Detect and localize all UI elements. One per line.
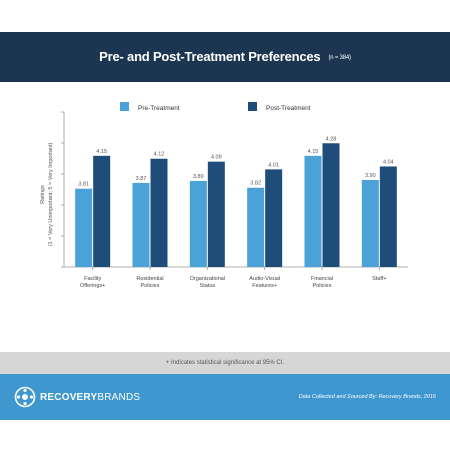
legend-label-0: Pre-Treatment bbox=[138, 105, 180, 112]
bar-post bbox=[379, 166, 397, 267]
data-label: 4.01 bbox=[268, 162, 279, 168]
logo-mark-icon bbox=[14, 386, 36, 408]
x-tick-label: Staff+ bbox=[372, 276, 386, 282]
bar-pre bbox=[75, 188, 93, 267]
bar-pre bbox=[304, 155, 322, 267]
legend-swatch-1 bbox=[248, 102, 257, 111]
bar-post bbox=[150, 158, 168, 267]
footer-banner: RECOVERYBRANDS Data Collected and Source… bbox=[0, 374, 450, 420]
bar-pre bbox=[361, 180, 379, 267]
legend-swatch-0 bbox=[120, 102, 129, 111]
data-label: 4.04 bbox=[383, 159, 394, 165]
data-label: 3.81 bbox=[78, 182, 89, 188]
x-tick-label: Organizational bbox=[190, 276, 225, 282]
header-banner: Pre- and Post-Treatment Preferences (n = … bbox=[0, 32, 450, 82]
logo-text-light: BRANDS bbox=[97, 391, 141, 403]
bar-pre bbox=[132, 182, 150, 267]
bar-post bbox=[93, 155, 111, 267]
y-axis-label-detail: (1 = Very Unimportant; 5 = Very Importan… bbox=[48, 143, 54, 247]
data-label: 4.28 bbox=[326, 136, 337, 142]
x-tick-label: Features+ bbox=[252, 283, 277, 289]
source-credit: Data Collected and Sourced By: Recovery … bbox=[298, 394, 436, 400]
x-tick-label: Audio-Visual bbox=[249, 276, 280, 282]
data-label: 3.87 bbox=[136, 176, 147, 182]
bar-post bbox=[207, 161, 225, 267]
data-label: 4.15 bbox=[308, 149, 319, 155]
bar-post bbox=[322, 143, 340, 267]
data-label: 3.82 bbox=[250, 181, 261, 187]
x-tick-label: Offerings+ bbox=[80, 283, 105, 289]
chart-area: Pre-Treatment Post-Treatment Ratings (1 = V… bbox=[0, 82, 450, 352]
data-label: 3.90 bbox=[365, 173, 376, 179]
x-tick-label: Policies bbox=[313, 283, 332, 289]
sample-size: (n = 384) bbox=[328, 55, 351, 61]
y-axis-label: Ratings bbox=[40, 185, 46, 204]
data-label: 4.09 bbox=[211, 155, 222, 161]
data-label: 3.89 bbox=[193, 174, 204, 180]
bar-pre bbox=[189, 180, 207, 267]
x-tick-label: Policies bbox=[141, 283, 160, 289]
chart-title: Pre- and Post-Treatment Preferences (n = … bbox=[0, 32, 450, 82]
x-tick-label: Financial bbox=[311, 276, 333, 282]
data-label: 4.12 bbox=[154, 152, 165, 158]
x-tick-label: Status bbox=[200, 283, 216, 289]
bar-pre bbox=[247, 187, 265, 267]
significance-note: + Indicates statistical significance at … bbox=[165, 360, 285, 366]
logo-text-bold: RECOVERY bbox=[40, 391, 98, 403]
bar-post bbox=[265, 169, 283, 267]
logo-text: RECOVERYBRANDS bbox=[40, 392, 140, 403]
recovery-brands-logo: RECOVERYBRANDS bbox=[14, 384, 140, 410]
legend-label-1: Post-Treatment bbox=[266, 105, 311, 112]
data-label: 4.15 bbox=[96, 149, 107, 155]
bar-chart: Pre-Treatment Post-Treatment Ratings (1 = V… bbox=[40, 102, 408, 289]
x-tick-label: Residential bbox=[136, 276, 163, 282]
significance-note-bar: + Indicates statistical significance at … bbox=[0, 352, 450, 374]
x-tick-label: Facility bbox=[84, 276, 101, 282]
chart-title-text: Pre- and Post-Treatment Preferences bbox=[99, 49, 321, 64]
